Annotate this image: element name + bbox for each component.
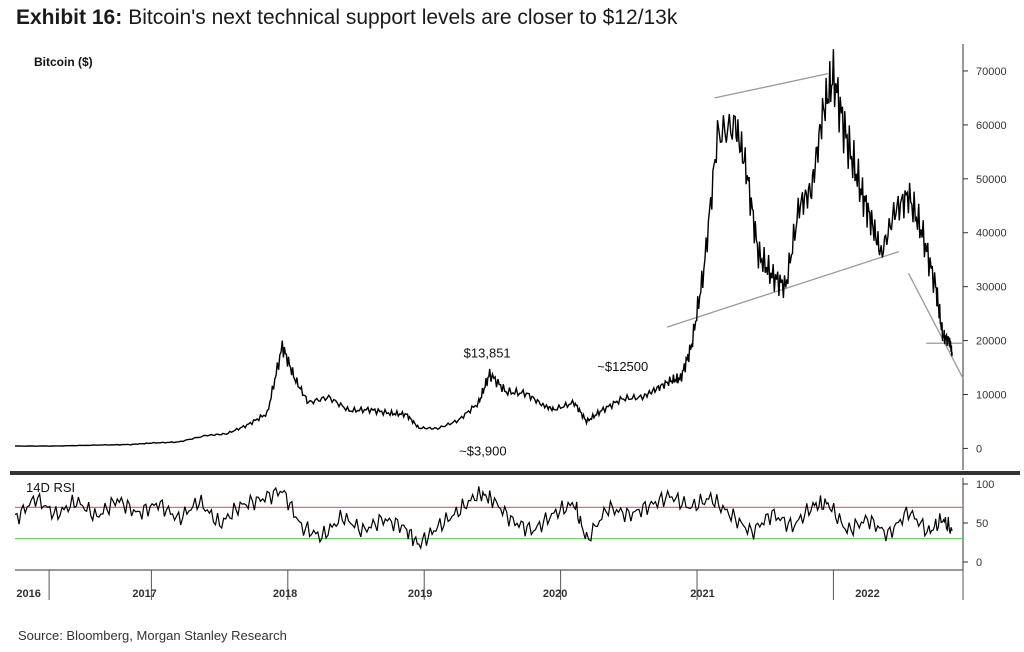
price-panel: Bitcoin ($) 0 10000 20000 30000 40000 50000 60…: [14, 44, 1007, 470]
year-label: 2018: [273, 588, 297, 600]
price-y-tick-label: 70000: [976, 66, 1007, 78]
price-y-tick-label: 20000: [976, 336, 1007, 348]
year-label: 2022: [855, 588, 879, 600]
trend-line: [907, 272, 964, 379]
year-label: 2019: [408, 588, 432, 600]
rsi-y-tick-label: 0: [976, 557, 982, 569]
year-label: 2017: [132, 588, 156, 600]
trend-line: [714, 73, 829, 99]
year-axis: 2016 2017 2018 2019 2020 2021 2022: [15, 569, 964, 600]
rsi-series-line: [14, 486, 953, 550]
price-y-tick-label: 30000: [976, 282, 1007, 294]
price-y-tick-label: 10000: [976, 390, 1007, 402]
exhibit-label: Exhibit 16:: [16, 6, 123, 29]
year-label: 2016: [16, 588, 40, 600]
price-series-line: [14, 49, 953, 447]
price-annotation: ~$12500: [597, 359, 648, 374]
price-y-tick-label: 50000: [976, 174, 1007, 186]
price-y-tick-label: 0: [976, 443, 982, 455]
rsi-y-tick-label: 50: [976, 518, 988, 530]
rsi-y-tick-label: 100: [976, 479, 994, 491]
rsi-label: 14D RSI: [26, 480, 75, 495]
price-annotation: $13,851: [464, 346, 511, 361]
rsi-panel: 14D RSI 0 50 100: [14, 478, 994, 570]
year-label: 2021: [690, 588, 714, 600]
price-annotation: ~$3,900: [459, 443, 506, 458]
price-y-tick-label: 40000: [976, 228, 1007, 240]
year-label: 2020: [543, 588, 567, 600]
chart-title: Exhibit 16: Bitcoin's next technical supp…: [16, 6, 677, 30]
title-text: Bitcoin's next technical support levels …: [128, 6, 678, 29]
source-note: Source: Bloomberg, Morgan Stanley Resear…: [18, 628, 287, 643]
price-y-label: Bitcoin ($): [34, 55, 93, 69]
price-y-tick-label: 60000: [976, 120, 1007, 132]
